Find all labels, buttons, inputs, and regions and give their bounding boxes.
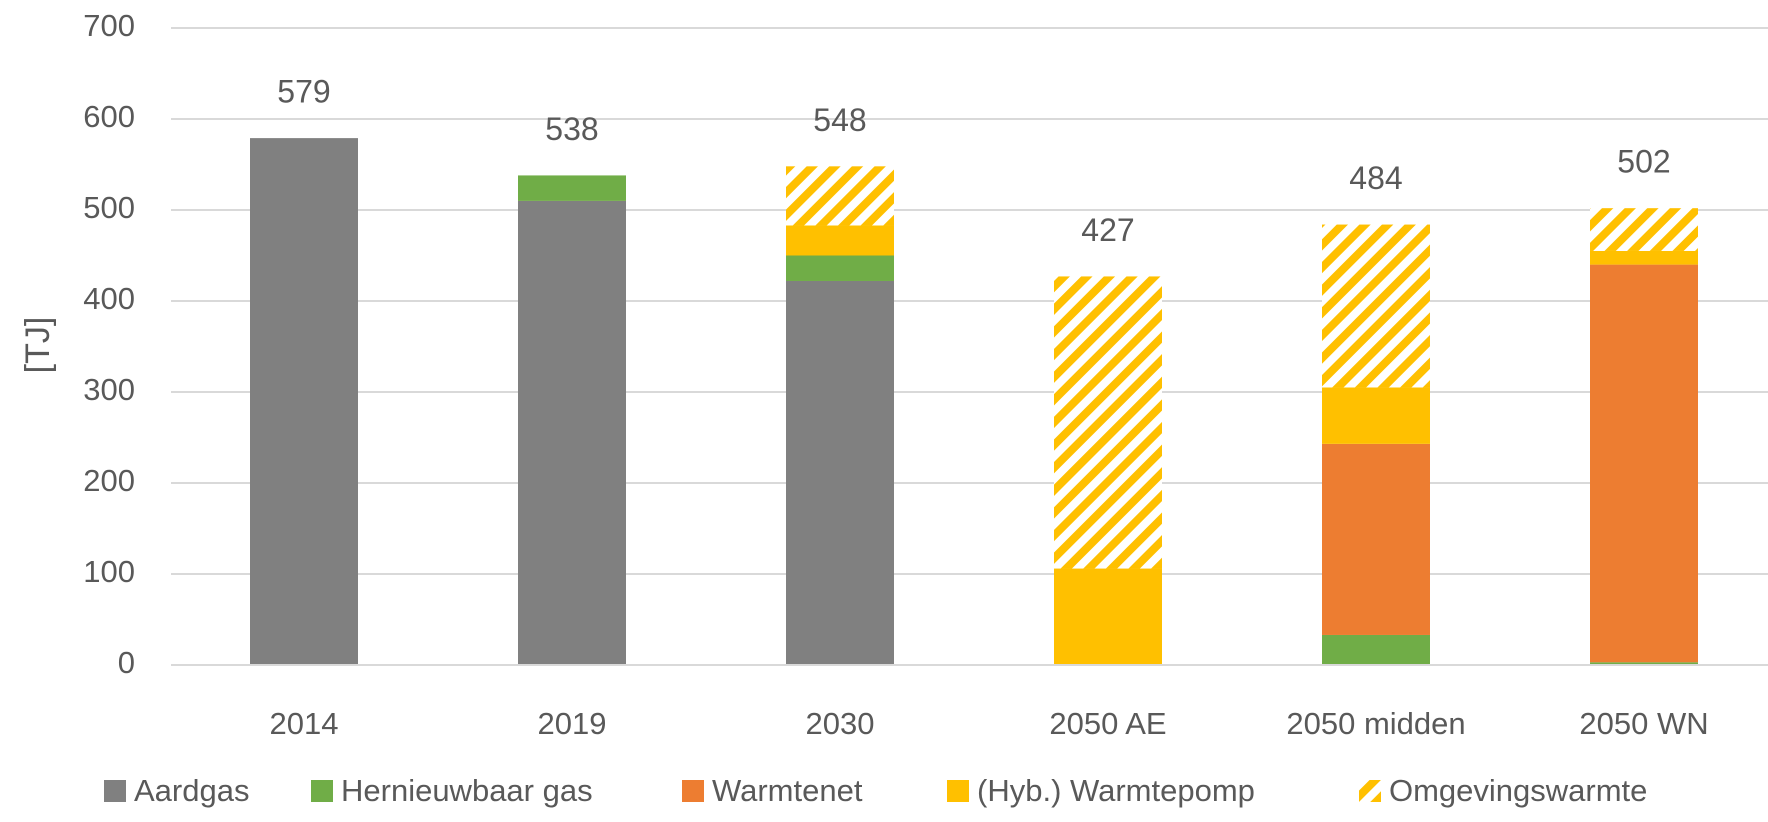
bar-segment bbox=[1322, 224, 1430, 388]
legend-swatch bbox=[947, 780, 969, 802]
total-label: 427 bbox=[1081, 212, 1134, 248]
y-tick-label: 400 bbox=[83, 281, 135, 316]
bar-segment bbox=[1590, 250, 1698, 265]
bar-segment bbox=[786, 255, 894, 281]
legend-swatch bbox=[1359, 780, 1381, 802]
bar-segment bbox=[1322, 634, 1430, 665]
bar-segment bbox=[1590, 662, 1698, 665]
bar-segment bbox=[1054, 568, 1162, 665]
bar-segment bbox=[1322, 387, 1430, 444]
bar-segment bbox=[1322, 443, 1430, 635]
y-axis-title: [TJ] bbox=[19, 317, 57, 374]
legend-label: Warmtenet bbox=[712, 773, 863, 808]
bar-segment bbox=[786, 280, 894, 665]
legend-label: Hernieuwbaar gas bbox=[341, 773, 593, 808]
legend-swatch bbox=[311, 780, 333, 802]
x-tick-label: 2030 bbox=[806, 706, 875, 741]
y-tick-label: 0 bbox=[118, 645, 135, 680]
legend-label: Aardgas bbox=[134, 773, 249, 808]
total-label: 579 bbox=[277, 74, 330, 110]
bar-segment bbox=[1054, 276, 1162, 569]
x-tick-label: 2019 bbox=[538, 706, 607, 741]
bar-segment bbox=[786, 166, 894, 226]
x-tick-label: 2050 WN bbox=[1579, 706, 1708, 741]
total-label: 484 bbox=[1349, 160, 1402, 196]
total-label: 502 bbox=[1617, 144, 1670, 180]
legend-label: Omgevingswarmte bbox=[1389, 773, 1647, 808]
total-label: 538 bbox=[545, 111, 598, 147]
y-tick-label: 100 bbox=[83, 554, 135, 589]
legend-label: (Hyb.) Warmtepomp bbox=[977, 773, 1255, 808]
bar-segment bbox=[250, 138, 358, 666]
legend-swatch bbox=[682, 780, 704, 802]
total-label: 548 bbox=[813, 102, 866, 138]
legend-swatch bbox=[104, 780, 126, 802]
x-tick-label: 2014 bbox=[270, 706, 339, 741]
y-tick-label: 500 bbox=[83, 190, 135, 225]
bar-segment bbox=[1590, 264, 1698, 663]
x-tick-label: 2050 midden bbox=[1286, 706, 1465, 741]
y-tick-label: 600 bbox=[83, 99, 135, 134]
bar-segment bbox=[1590, 208, 1698, 251]
bar-segment bbox=[786, 225, 894, 256]
bar-segment bbox=[518, 200, 626, 665]
y-tick-label: 200 bbox=[83, 463, 135, 498]
x-tick-label: 2050 AE bbox=[1049, 706, 1166, 741]
bar-segment bbox=[518, 175, 626, 201]
y-tick-label: 300 bbox=[83, 372, 135, 407]
y-tick-label: 700 bbox=[83, 8, 135, 43]
